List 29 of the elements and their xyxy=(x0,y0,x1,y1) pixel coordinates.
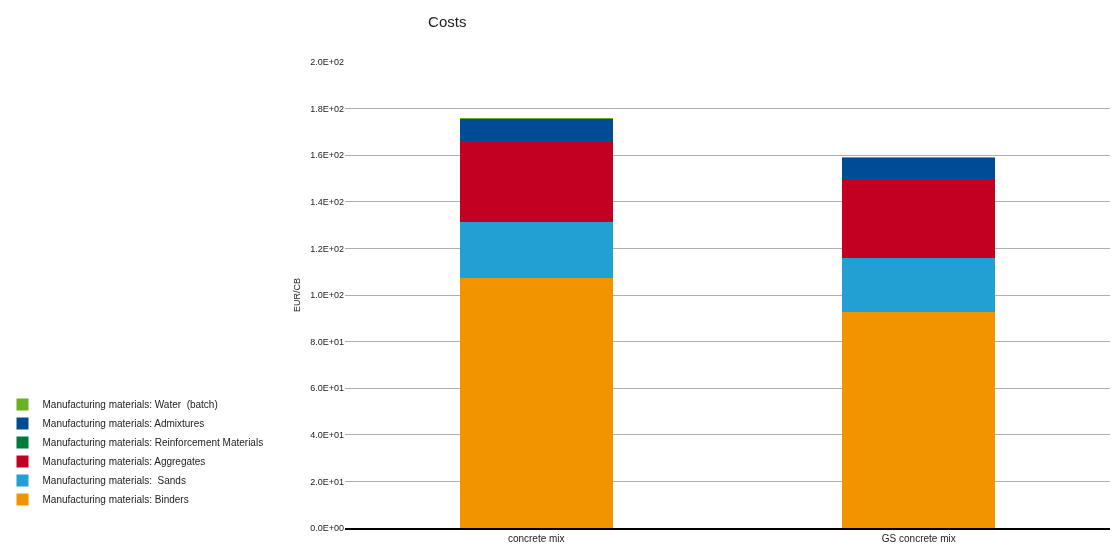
bar xyxy=(842,158,996,180)
bar xyxy=(459,119,613,142)
y-tick-label: 8.0E+01 xyxy=(310,336,344,347)
legend-label: Manufacturing materials: Reinforcement Materials xyxy=(42,437,264,449)
bar xyxy=(842,312,996,528)
y-tick-label: 4.0E+01 xyxy=(310,429,344,440)
x-tick-label: concrete mix xyxy=(507,533,565,544)
y-tick-label: 2.0E+01 xyxy=(310,476,344,487)
bar xyxy=(842,258,996,313)
legend-label: Manufacturing materials: Sands xyxy=(42,475,186,487)
y-tick-label: 6.0E+01 xyxy=(310,383,344,394)
y-tick-label: 1.8E+02 xyxy=(310,103,344,114)
legend-label: Manufacturing materials: Aggregates xyxy=(42,456,206,468)
bar xyxy=(842,179,996,259)
bar xyxy=(459,141,613,223)
y-tick-label: 2.0E+02 xyxy=(310,57,344,68)
y-tick-label: 1.2E+02 xyxy=(310,243,344,254)
y-axis-title: EUR/CB xyxy=(291,277,302,313)
bar xyxy=(459,222,613,278)
legend-label: Manufacturing materials: Water (batch) xyxy=(42,399,218,411)
legend-label: Manufacturing materials: Binders xyxy=(42,494,189,506)
bar xyxy=(459,277,613,528)
x-tick-label: GS concrete mix xyxy=(881,533,956,544)
chart-title: Costs xyxy=(428,12,467,30)
y-tick-label: 1.4E+02 xyxy=(310,196,344,207)
y-tick-label: 1.6E+02 xyxy=(310,150,344,161)
y-tick-label: 1.0E+02 xyxy=(310,290,344,301)
legend-label: Manufacturing materials: Admixtures xyxy=(42,418,205,430)
y-tick-label: 0.0E+00 xyxy=(310,523,344,534)
